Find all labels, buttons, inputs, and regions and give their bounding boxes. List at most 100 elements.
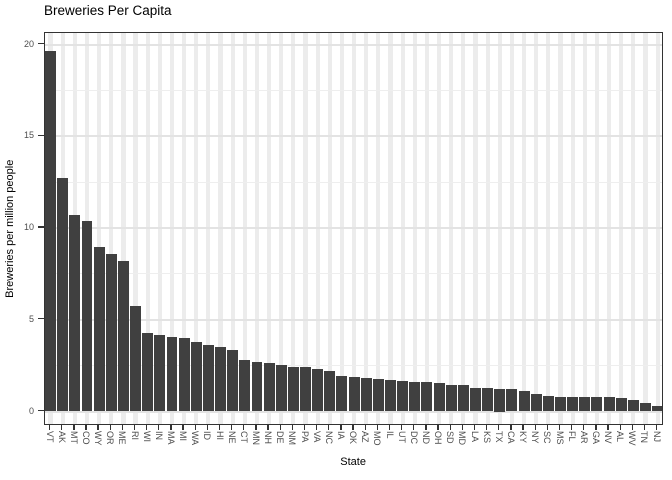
x-tick-mark	[534, 424, 536, 430]
major-gridline	[44, 410, 662, 413]
bar	[93, 247, 105, 412]
x-tick-mark	[279, 424, 281, 430]
bar	[239, 360, 251, 412]
bar	[105, 253, 117, 412]
x-tick-mark	[485, 424, 488, 430]
bar	[117, 261, 129, 412]
x-tick-mark	[461, 424, 464, 430]
bar	[69, 215, 81, 412]
bar	[336, 375, 348, 412]
x-tick-mark	[364, 424, 366, 430]
x-tick-mark	[631, 424, 633, 430]
bar	[57, 178, 69, 412]
bar	[251, 361, 263, 412]
x-tick-mark	[400, 424, 403, 430]
x-tick-mark	[473, 424, 476, 430]
x-tick-mark	[449, 424, 451, 430]
bar	[45, 50, 57, 412]
x-tick-mark	[643, 424, 646, 430]
x-tick-mark	[352, 424, 354, 430]
y-tick-mark	[37, 134, 44, 136]
bar	[409, 381, 421, 412]
x-tick-mark	[546, 424, 549, 430]
bar	[190, 341, 202, 412]
bar	[166, 337, 178, 412]
major-gridline	[44, 135, 662, 138]
x-tick-mark	[255, 424, 257, 430]
y-tick-label: 15	[23, 130, 34, 141]
bar	[518, 391, 530, 412]
x-axis-title: State	[340, 456, 366, 468]
y-tick-label: 20	[23, 38, 34, 49]
minor-gridline	[44, 365, 662, 367]
major-gridline	[44, 43, 662, 46]
bar	[348, 376, 360, 412]
bar	[627, 400, 639, 412]
chart-title: Breweries Per Capita	[44, 3, 172, 18]
bar	[470, 387, 481, 412]
bar	[579, 396, 591, 412]
bar	[227, 350, 239, 412]
bar	[360, 378, 372, 412]
bar	[421, 382, 433, 412]
bar	[494, 388, 506, 412]
x-tick-mark	[558, 424, 561, 430]
bar	[215, 347, 226, 412]
x-tick-mark	[133, 424, 136, 430]
y-tick-mark	[37, 318, 44, 320]
x-tick-mark	[158, 424, 160, 430]
x-tick-mark	[595, 424, 597, 430]
x-tick-mark	[85, 424, 87, 430]
x-tick-mark	[607, 424, 609, 430]
major-gridline	[44, 318, 662, 321]
bar	[506, 389, 518, 412]
x-tick-mark	[328, 424, 330, 430]
bar	[287, 367, 299, 412]
bar	[312, 368, 324, 412]
minor-gridline	[44, 89, 662, 91]
x-tick-mark	[583, 424, 585, 430]
bar	[324, 370, 336, 412]
bar	[142, 332, 154, 412]
bar	[603, 397, 615, 412]
x-tick-mark	[291, 424, 294, 430]
x-tick-mark	[194, 424, 196, 430]
x-tick-mark	[218, 424, 221, 430]
bar	[615, 397, 627, 412]
bar	[457, 385, 469, 412]
x-tick-mark	[243, 424, 245, 430]
x-tick-mark	[619, 424, 621, 430]
x-tick-mark	[340, 424, 342, 430]
plot-panel	[43, 32, 663, 425]
bar	[482, 388, 494, 412]
bar	[567, 396, 579, 412]
x-tick-mark	[121, 424, 124, 430]
x-tick-mark	[522, 424, 524, 430]
bar	[530, 394, 542, 412]
x-tick-mark	[206, 424, 209, 430]
bar	[154, 335, 166, 412]
bar	[555, 396, 566, 412]
minor-gridline	[44, 273, 662, 275]
x-tick-mark	[303, 424, 306, 430]
x-tick-mark	[316, 424, 318, 430]
x-tick-mark	[182, 424, 184, 430]
bar	[202, 344, 214, 412]
bar	[263, 362, 275, 412]
minor-gridline	[44, 181, 662, 183]
x-tick-mark	[376, 424, 379, 430]
x-tick-mark	[437, 424, 439, 430]
bar	[652, 405, 662, 412]
x-tick-mark	[510, 424, 512, 430]
bar	[130, 305, 142, 412]
x-tick-mark	[146, 424, 148, 430]
x-tick-mark	[413, 424, 415, 430]
x-tick-mark	[48, 424, 51, 430]
bar	[178, 338, 190, 412]
x-tick-mark	[61, 424, 63, 430]
x-tick-mark	[170, 424, 172, 430]
x-tick-mark	[425, 424, 427, 430]
x-tick-mark	[231, 424, 233, 430]
x-tick-mark	[73, 424, 75, 430]
